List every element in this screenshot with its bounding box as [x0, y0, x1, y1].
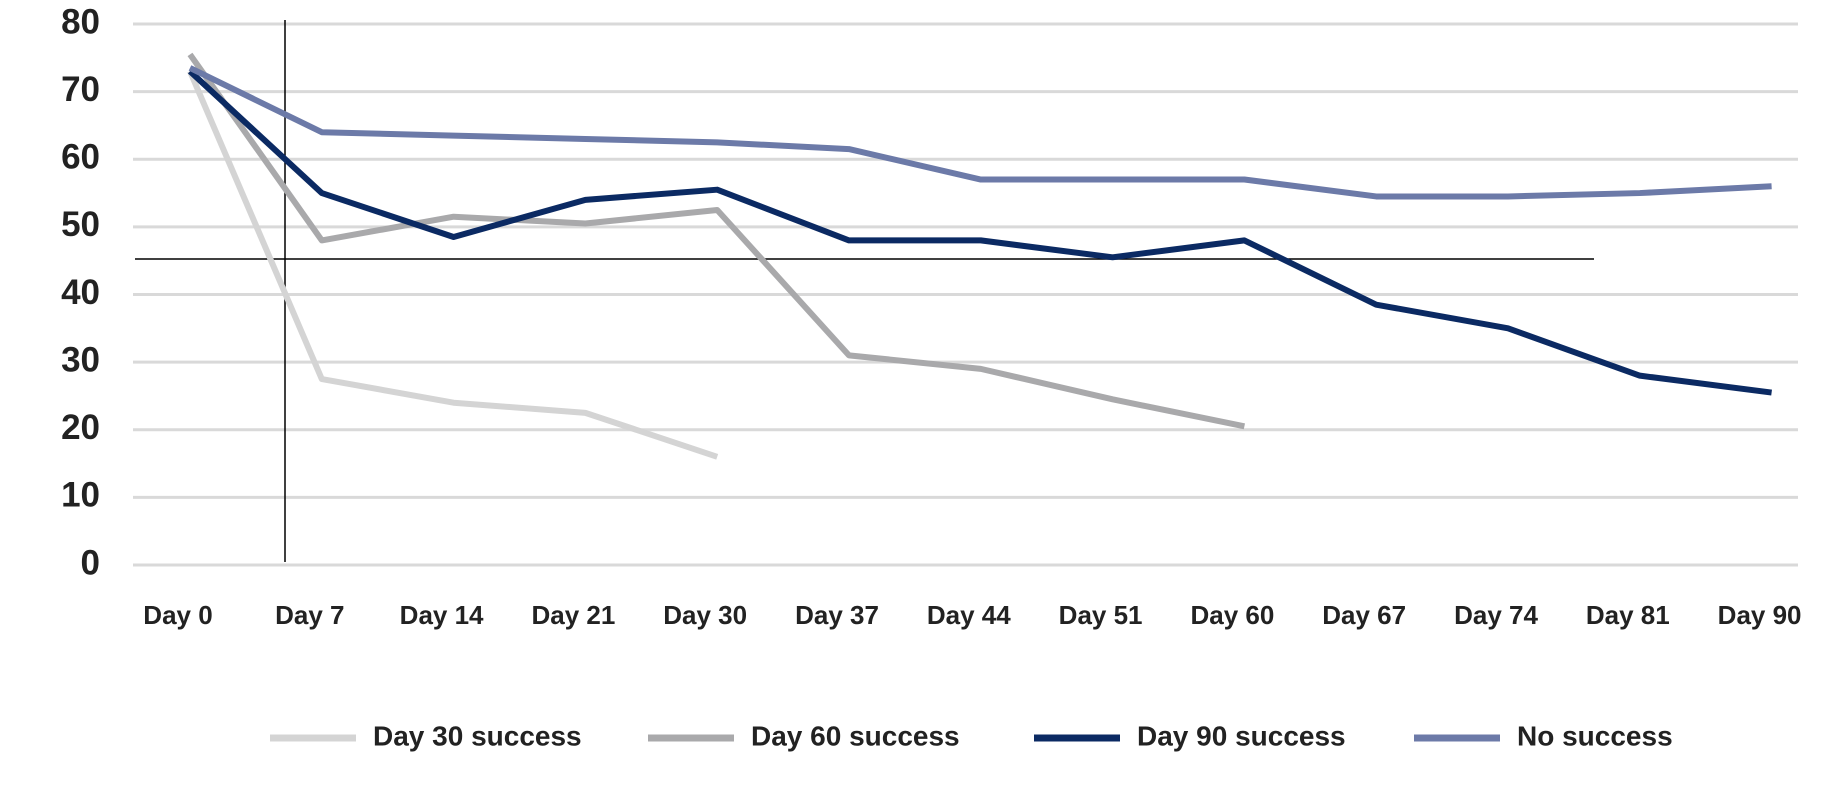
x-tick-label: Day 90 — [1718, 600, 1802, 630]
y-tick-label: 20 — [61, 408, 100, 447]
x-tick-label: Day 7 — [275, 600, 344, 630]
grid — [133, 22, 1798, 567]
x-tick-label: Day 60 — [1190, 600, 1274, 630]
x-tick-label: Day 51 — [1059, 600, 1143, 630]
y-tick-label: 50 — [61, 205, 100, 244]
legend-label: No success — [1517, 720, 1673, 751]
series-line — [187, 70, 719, 460]
series-line — [188, 65, 1772, 200]
x-tick-label: Day 21 — [531, 600, 615, 630]
x-tick-label: Day 44 — [927, 600, 1011, 630]
x-tick-label: Day 14 — [400, 600, 484, 630]
y-tick-label: 80 — [61, 2, 100, 41]
y-tick-label: 40 — [61, 273, 100, 312]
x-tick-label: Day 0 — [143, 600, 212, 630]
x-tick-label: Day 37 — [795, 600, 879, 630]
series-line — [187, 69, 1772, 396]
x-tick-label: Day 67 — [1322, 600, 1406, 630]
y-tick-label: 10 — [61, 476, 100, 515]
y-tick-label: 70 — [61, 70, 100, 109]
y-tick-label: 0 — [81, 543, 100, 582]
x-tick-label: Day 30 — [663, 600, 747, 630]
legend-label: Day 90 success — [1137, 720, 1346, 751]
series-line — [187, 52, 1246, 430]
legend-label: Day 30 success — [373, 720, 582, 751]
y-tick-label: 30 — [61, 340, 100, 379]
y-tick-label: 60 — [61, 138, 100, 177]
legend-label: Day 60 success — [751, 720, 960, 751]
x-tick-label: Day 81 — [1586, 600, 1670, 630]
x-tick-label: Day 74 — [1454, 600, 1538, 630]
